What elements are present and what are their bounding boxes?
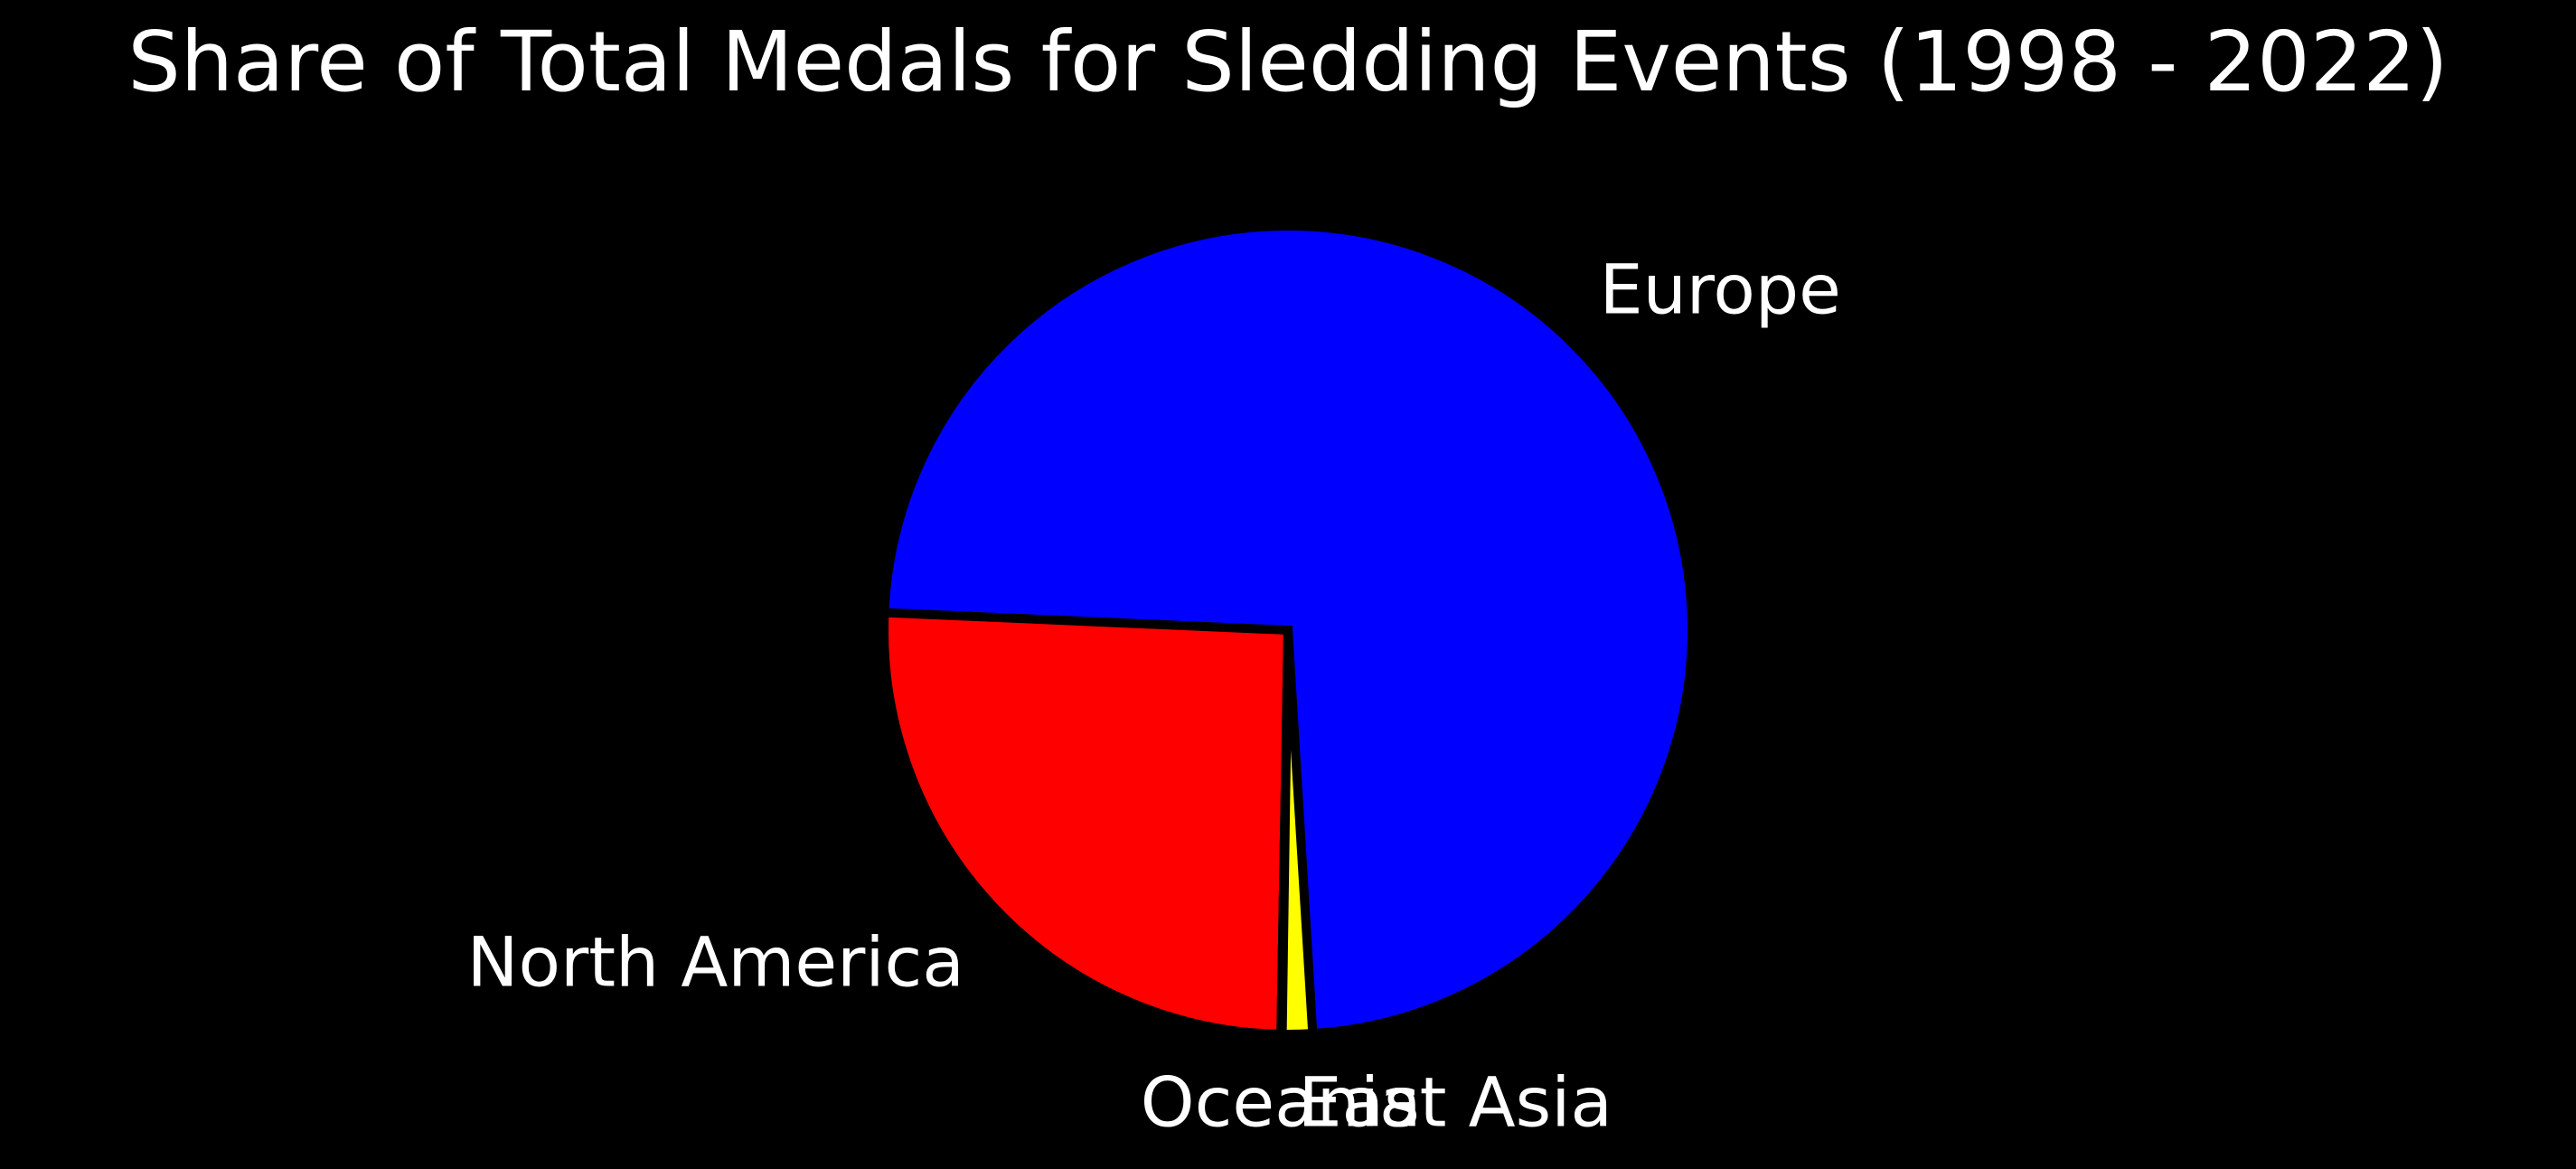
pie-label-europe: Europe (1600, 249, 1841, 329)
pie-slice-east-asia (1277, 629, 1318, 1039)
pie-label-oceania: Oceania (1141, 1061, 1422, 1142)
pie-slices (879, 222, 1697, 1040)
pie-label-north-america: North America (467, 922, 964, 1003)
chart-title: Share of Total Medals for Sledding Event… (127, 14, 2448, 110)
pie-slice-north-america (879, 608, 1293, 1040)
pie-label-east-asia: East Asia (1298, 1061, 1612, 1142)
